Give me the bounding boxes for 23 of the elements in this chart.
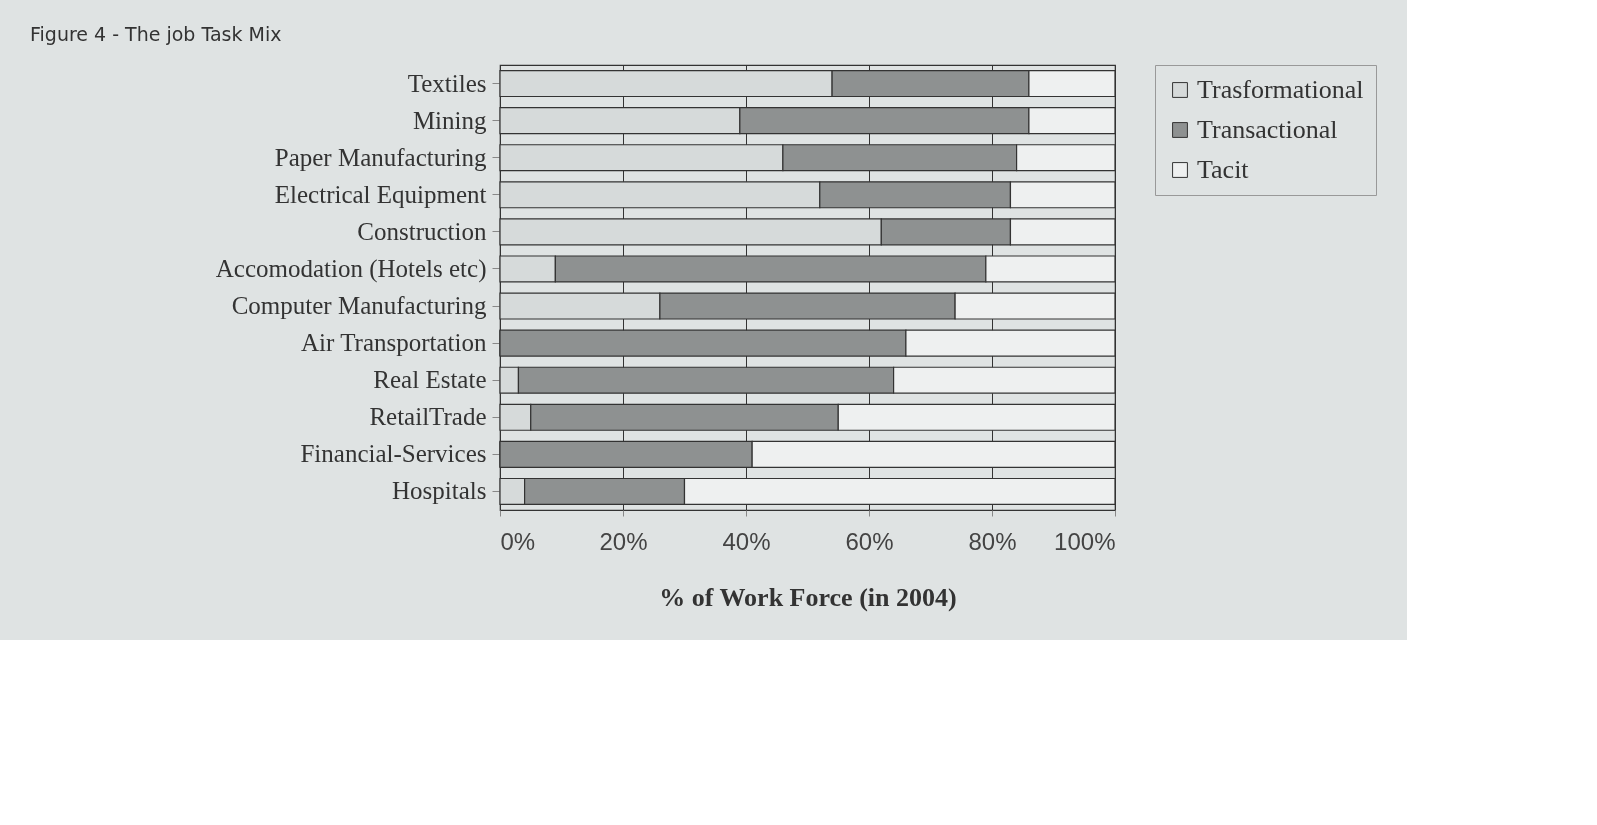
y-tick-label: Air Transportation — [301, 329, 487, 357]
y-tick-label: Paper Manufacturing — [274, 143, 487, 171]
x-tick-label: 40% — [722, 527, 771, 555]
y-tick-label: Mining — [412, 106, 487, 134]
y-tick-label: Textiles — [407, 69, 487, 97]
x-tick-label: 100% — [1054, 527, 1116, 555]
y-tick-label: Hospitals — [392, 477, 487, 505]
x-axis-title: % of Work Force (in 2004) — [659, 582, 957, 612]
y-tick-label: Computer Manufacturing — [231, 292, 487, 320]
y-tick-label: Electrical Equipment — [274, 180, 487, 208]
y-tick-label: Accomodation (Hotels etc) — [215, 254, 487, 283]
legend-label: Trasformational — [1197, 75, 1364, 104]
y-tick-label: Construction — [357, 217, 487, 245]
y-tick-label: Real Estate — [373, 366, 487, 394]
y-tick-label: RetailTrade — [369, 403, 487, 431]
text: Figure 4 - The job Task Mix — [30, 22, 282, 45]
x-tick-label: 20% — [599, 527, 648, 555]
x-tick-label: 80% — [968, 527, 1017, 555]
legend-label: Transactional — [1197, 115, 1338, 144]
x-tick-label: 60% — [845, 527, 894, 555]
y-tick-label: Financial-Services — [300, 440, 487, 468]
x-tick-label: 0% — [500, 527, 536, 555]
legend-label: Tacit — [1197, 155, 1250, 184]
